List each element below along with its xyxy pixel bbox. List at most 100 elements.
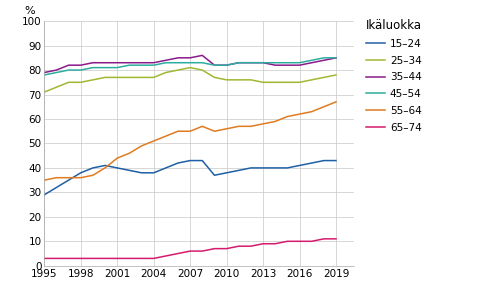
25–34: [297, 80, 303, 84]
15–24: [248, 166, 254, 170]
25–34: [187, 66, 193, 69]
45–54: [163, 61, 169, 65]
35–44: [114, 61, 120, 65]
55–64: [54, 176, 60, 179]
25–34: [175, 68, 181, 72]
35–44: [78, 63, 84, 67]
45–54: [284, 61, 290, 65]
Line: 15–24: 15–24: [44, 161, 336, 195]
15–24: [126, 169, 132, 172]
45–54: [260, 61, 266, 65]
45–54: [54, 71, 60, 74]
25–34: [163, 71, 169, 74]
25–34: [272, 80, 278, 84]
15–24: [65, 178, 71, 182]
35–44: [65, 63, 71, 67]
45–54: [199, 61, 205, 65]
35–44: [224, 63, 230, 67]
15–24: [54, 186, 60, 189]
35–44: [284, 63, 290, 67]
15–24: [41, 193, 47, 197]
Line: 35–44: 35–44: [44, 55, 336, 72]
65–74: [212, 247, 217, 250]
65–74: [187, 249, 193, 253]
25–34: [126, 76, 132, 79]
65–74: [297, 239, 303, 243]
55–64: [90, 173, 96, 177]
65–74: [163, 254, 169, 258]
25–34: [321, 76, 327, 79]
35–44: [199, 53, 205, 57]
65–74: [309, 239, 315, 243]
45–54: [90, 66, 96, 69]
25–34: [199, 68, 205, 72]
15–24: [284, 166, 290, 170]
65–74: [248, 244, 254, 248]
35–44: [41, 71, 47, 74]
45–54: [248, 61, 254, 65]
65–74: [199, 249, 205, 253]
55–64: [309, 110, 315, 114]
65–74: [41, 257, 47, 260]
55–64: [41, 178, 47, 182]
55–64: [260, 122, 266, 126]
65–74: [114, 257, 120, 260]
15–24: [297, 164, 303, 167]
45–54: [187, 61, 193, 65]
55–64: [333, 100, 339, 104]
55–64: [248, 124, 254, 128]
15–24: [78, 171, 84, 175]
Line: 25–34: 25–34: [44, 68, 336, 92]
55–64: [175, 129, 181, 133]
65–74: [126, 257, 132, 260]
25–34: [284, 80, 290, 84]
Line: 65–74: 65–74: [44, 239, 336, 259]
45–54: [236, 61, 242, 65]
25–34: [224, 78, 230, 82]
15–24: [199, 159, 205, 162]
25–34: [54, 85, 60, 89]
65–74: [224, 247, 230, 250]
65–74: [321, 237, 327, 241]
55–64: [224, 127, 230, 130]
Text: %: %: [24, 6, 35, 16]
45–54: [212, 63, 217, 67]
55–64: [78, 176, 84, 179]
Line: 55–64: 55–64: [44, 102, 336, 180]
25–34: [333, 73, 339, 77]
15–24: [175, 161, 181, 165]
35–44: [333, 56, 339, 59]
25–34: [212, 76, 217, 79]
45–54: [175, 61, 181, 65]
35–44: [102, 61, 108, 65]
55–64: [126, 151, 132, 155]
15–24: [321, 159, 327, 162]
25–34: [236, 78, 242, 82]
15–24: [114, 166, 120, 170]
45–54: [224, 63, 230, 67]
55–64: [284, 115, 290, 118]
65–74: [236, 244, 242, 248]
65–74: [272, 242, 278, 246]
15–24: [151, 171, 156, 175]
45–54: [272, 61, 278, 65]
65–74: [333, 237, 339, 241]
25–34: [114, 76, 120, 79]
35–44: [151, 61, 156, 65]
55–64: [297, 112, 303, 116]
55–64: [321, 105, 327, 108]
65–74: [260, 242, 266, 246]
25–34: [151, 76, 156, 79]
15–24: [139, 171, 145, 175]
35–44: [321, 59, 327, 62]
45–54: [139, 63, 145, 67]
15–24: [187, 159, 193, 162]
25–34: [248, 78, 254, 82]
55–64: [199, 124, 205, 128]
65–74: [90, 257, 96, 260]
65–74: [139, 257, 145, 260]
35–44: [272, 63, 278, 67]
45–54: [297, 61, 303, 65]
25–34: [139, 76, 145, 79]
55–64: [212, 129, 217, 133]
